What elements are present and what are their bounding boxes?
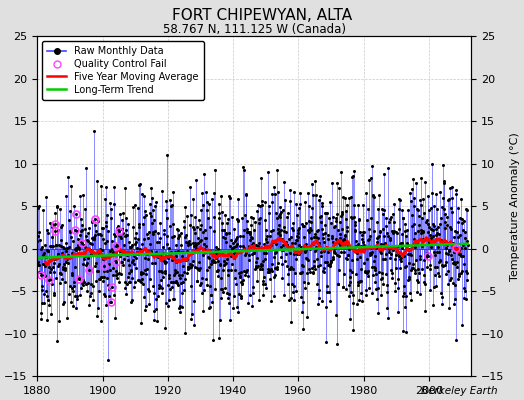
- Text: Berkeley Earth: Berkeley Earth: [421, 386, 498, 396]
- Legend: Raw Monthly Data, Quality Control Fail, Five Year Moving Average, Long-Term Tren: Raw Monthly Data, Quality Control Fail, …: [42, 41, 203, 100]
- Y-axis label: Temperature Anomaly (°C): Temperature Anomaly (°C): [510, 132, 520, 280]
- Text: FORT CHIPEWYAN, ALTA: FORT CHIPEWYAN, ALTA: [172, 8, 352, 23]
- Title: 58.767 N, 111.125 W (Canada): 58.767 N, 111.125 W (Canada): [163, 23, 346, 36]
